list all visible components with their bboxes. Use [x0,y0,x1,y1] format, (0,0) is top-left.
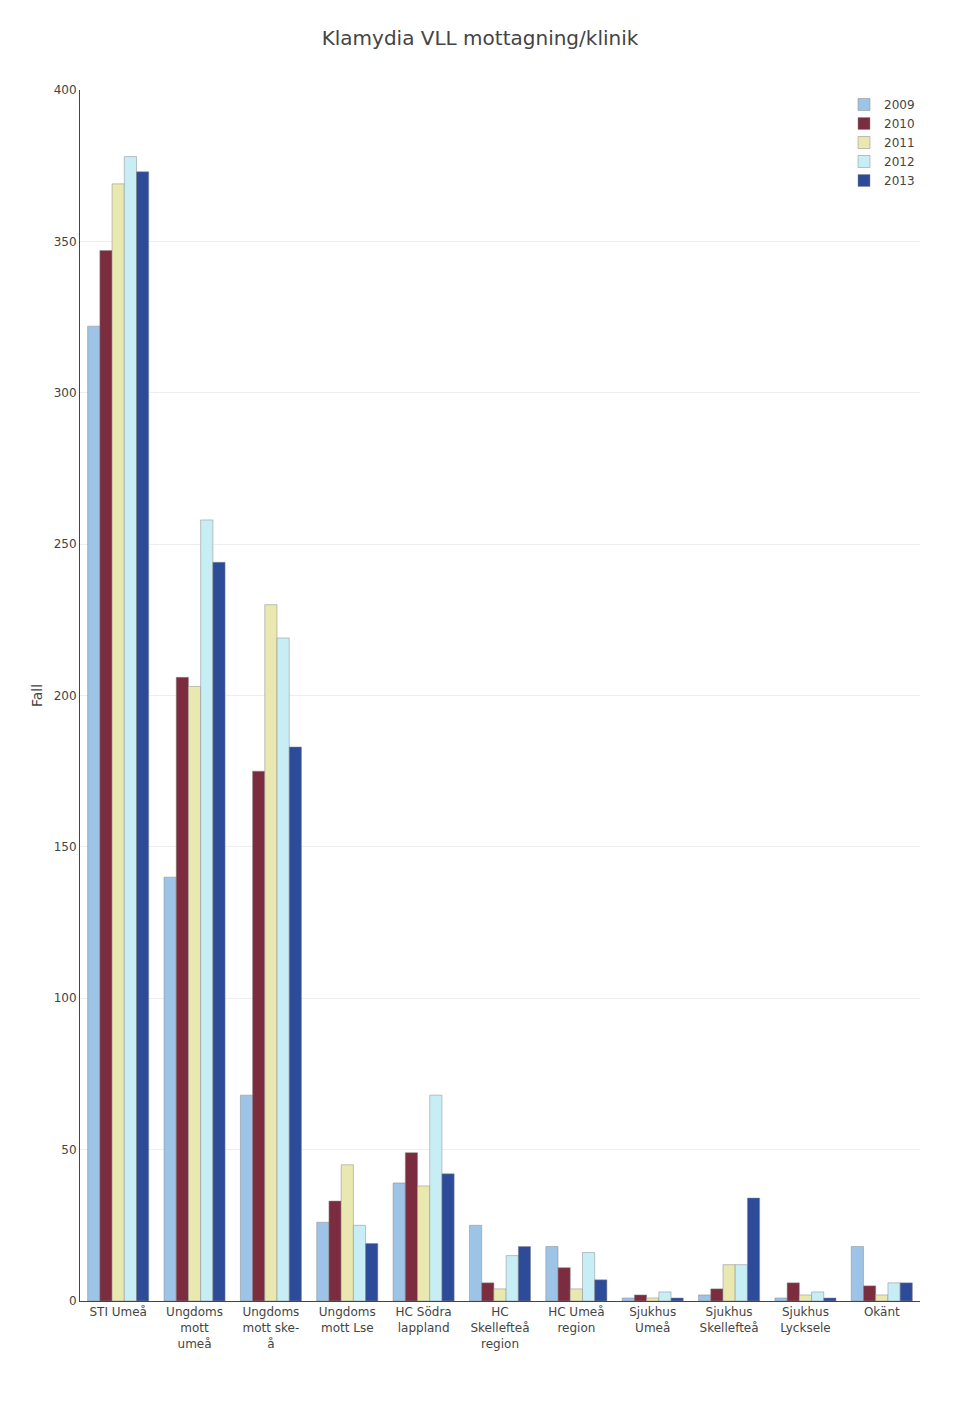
svg-text:400: 400 [54,83,77,97]
svg-text:100: 100 [54,991,77,1005]
svg-text:250: 250 [54,537,77,551]
svg-text:150: 150 [54,840,77,854]
svg-text:2012: 2012 [884,155,915,169]
svg-text:STI Umeå: STI Umeå [89,1305,147,1319]
svg-text:350: 350 [54,235,77,249]
svg-text:2011: 2011 [884,136,915,150]
svg-text:200: 200 [54,689,77,703]
svg-text:Ungdomsmott ske-å: Ungdomsmott ske-å [242,1305,299,1350]
svg-text:2010: 2010 [884,117,915,131]
svg-text:0: 0 [69,1294,77,1308]
svg-text:HC Södralappland: HC Södralappland [396,1305,452,1335]
svg-text:HC Umeåregion: HC Umeåregion [548,1305,604,1335]
svg-text:Klamydia VLL mottagning/klinik: Klamydia VLL mottagning/klinik [322,26,639,50]
svg-text:Okänt: Okänt [864,1305,900,1319]
svg-text:2013: 2013 [884,174,915,188]
svg-text:SjukhusUmeå: SjukhusUmeå [629,1305,676,1335]
svg-text:Fall: Fall [29,684,45,707]
svg-text:SjukhusLycksele: SjukhusLycksele [780,1305,831,1335]
svg-text:Ungdomsmott Lse: Ungdomsmott Lse [319,1305,376,1335]
svg-text:50: 50 [61,1143,76,1157]
svg-text:Ungdomsmottumeå: Ungdomsmottumeå [166,1305,223,1350]
svg-text:2009: 2009 [884,98,915,112]
svg-text:SjukhusSkellefteå: SjukhusSkellefteå [700,1305,759,1335]
svg-text:HCSkellefteåregion: HCSkellefteåregion [470,1305,529,1350]
svg-text:300: 300 [54,386,77,400]
